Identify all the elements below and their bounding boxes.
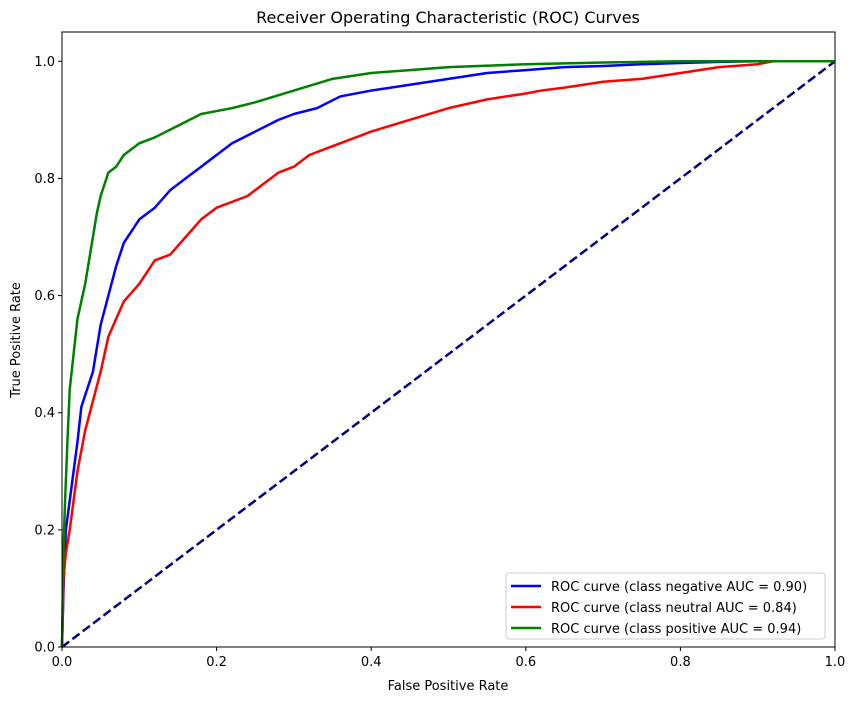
plot-frame [61,31,836,648]
x-tick-label: 0.2 [206,655,227,670]
series-line-negative [60,60,835,648]
x-axis: 0.0 0.2 0.4 0.6 0.8 1.0 [52,647,846,670]
diagonal-reference-line [61,60,836,648]
y-tick-label: 0.8 [34,172,55,187]
legend: ROC curve (class negative AUC = 0.90) RO… [505,572,826,640]
y-tick-label: 0.6 [34,289,55,304]
x-axis-title: False Positive Rate [388,679,509,694]
x-tick-label: 0.6 [515,655,536,670]
chart-title: Receiver Operating Characteristic (ROC) … [256,8,640,27]
legend-box [505,572,826,640]
x-tick-label: 0.4 [361,655,382,670]
y-tick-label: 0.4 [34,406,55,421]
series-line-neutral [60,60,835,648]
x-tick-label: 0.8 [670,655,691,670]
series-line-positive [60,60,835,648]
y-axis-title: True Positive Rate [9,282,24,399]
y-axis: 0.0 0.2 0.4 0.6 0.8 1.0 [34,55,62,656]
series-layer [60,60,836,648]
legend-label-positive: ROC curve (class positive AUC = 0.94) [551,622,801,637]
x-tick-label: 0.0 [52,655,73,670]
y-tick-label: 0.0 [34,641,55,656]
legend-label-negative: ROC curve (class negative AUC = 0.90) [551,580,807,595]
y-tick-label: 0.2 [34,523,55,538]
legend-label-neutral: ROC curve (class neutral AUC = 0.84) [551,601,797,616]
y-tick-label: 1.0 [34,55,55,70]
x-tick-label: 1.0 [825,655,846,670]
plot-area [60,31,836,648]
